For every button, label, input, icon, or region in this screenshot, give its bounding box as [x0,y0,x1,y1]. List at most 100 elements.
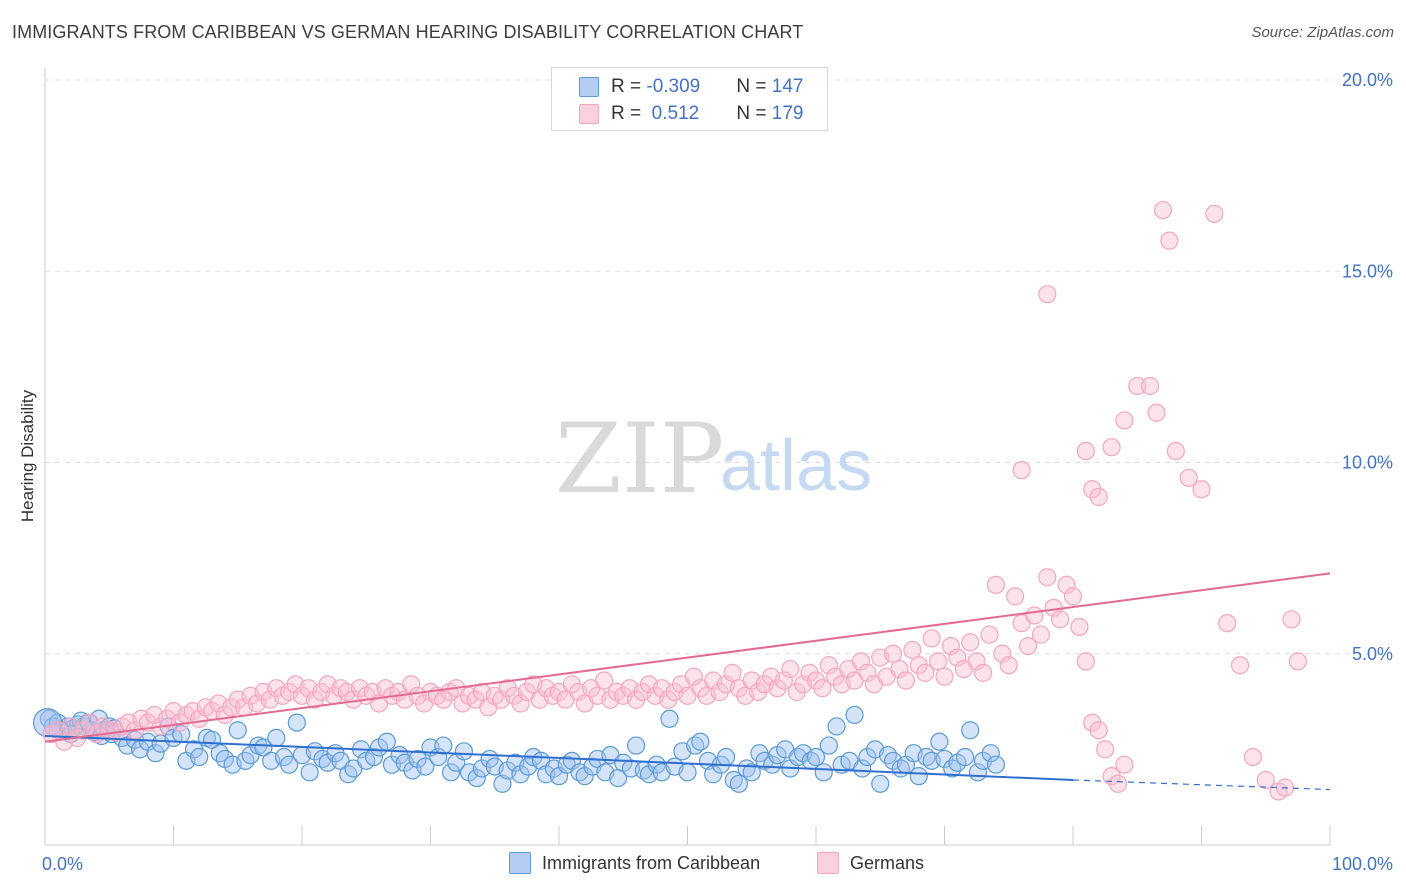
point-0-67 [416,757,435,776]
point-0-55 [339,765,358,784]
point-0-39 [236,751,255,770]
bottom-label-caribbean: Immigrants from Caribbean [542,852,761,873]
point-0-112 [704,765,723,784]
point-1-157 [1051,610,1070,629]
y-tick-label-3: 20.0% [1342,70,1393,90]
point-1-149 [999,656,1018,675]
point-1-152 [1018,636,1038,656]
point-1-134 [903,640,922,660]
point-0-129 [814,763,833,782]
bottom-label-germans: Germans [850,852,925,873]
correlation-legend: R = -0.309 N = 147 R = 0.512 N = 179 [551,67,828,131]
point-1-183 [1205,204,1224,223]
y-tick-label-1: 10.0% [1342,453,1393,473]
point-0-59 [364,747,384,767]
point-0-32 [190,747,209,767]
point-1-186 [1243,747,1263,767]
point-1-115 [781,659,800,679]
point-0-47 [287,713,306,732]
x-tick-label-1: 100.0% [1332,854,1393,874]
y-tick-label-2: 15.0% [1342,261,1393,281]
point-0-151 [955,747,975,767]
point-1-176 [1140,376,1160,396]
point-0-152 [961,721,980,740]
point-1-181 [1179,468,1198,487]
point-1-160 [1070,617,1089,637]
legend-n-value: 179 [771,103,804,124]
point-1-159 [1063,587,1083,606]
point-1-175 [1128,376,1147,396]
point-1-177 [1147,403,1166,422]
point-1-136 [916,663,935,682]
point-0-79 [493,774,512,793]
point-0-25 [146,744,165,763]
point-1-154 [1031,625,1050,644]
point-0-92 [575,767,594,786]
x-tick-label-0: 0.0% [42,854,83,874]
legend-n-label: N = [736,76,772,97]
point-1-86 [594,671,614,690]
bottom-legend-caribbean: Immigrants from Caribbean [509,852,760,874]
point-0-121 [763,755,782,774]
legend-swatch-caribbean [579,77,599,97]
point-1-187 [1256,770,1275,790]
point-0-105 [660,709,679,728]
trend-line-ext-0 [1072,779,1331,791]
chart-title: IMMIGRANTS FROM CARIBBEAN VS GERMAN HEAR… [12,22,804,42]
legend-r-label: R = [611,103,647,124]
point-1-174 [1115,411,1134,430]
point-0-118 [742,763,761,782]
point-1-100 [684,667,704,686]
y-axis-label: Hearing Disability [18,389,37,522]
point-1-127 [858,663,877,682]
point-0-128 [806,747,826,767]
point-0-42 [254,738,273,757]
point-1-185 [1230,656,1250,675]
legend-n-label: N = [736,103,772,124]
point-1-73 [511,694,530,713]
point-1-141 [948,648,967,667]
point-1-150 [1006,587,1025,606]
point-1-140 [941,636,961,656]
point-0-71 [441,763,461,782]
point-0-155 [981,744,1000,763]
point-1-184 [1218,614,1237,633]
point-1-190 [1282,610,1301,629]
point-1-167 [1115,755,1134,774]
legend-row-caribbean: R = -0.309 N = 147 [552,73,803,101]
trend-line-0 [44,734,1074,781]
y-tick-label-0: 5.0% [1352,644,1393,664]
point-1-144 [967,652,986,671]
point-1-131 [883,644,903,663]
point-0-35 [210,744,229,763]
point-0-70 [434,736,453,755]
bottom-legend-germans: Germans [817,852,924,874]
point-0-130 [819,736,838,755]
point-0-38 [228,721,247,740]
point-1-169 [1038,285,1057,304]
point-1-148 [993,644,1012,663]
point-0-61 [377,732,396,751]
point-1-143 [961,633,980,652]
watermark: ZIP atlas [555,403,872,515]
tick-labels: 5.0% 10.0% 15.0% 20.0% 0.0% 100.0% [42,70,1393,874]
point-1-168 [1012,461,1031,480]
point-1-155 [1038,568,1057,587]
point-0-138 [871,774,890,793]
bottom-swatch-caribbean [509,852,531,874]
legend-n-value: 147 [771,76,804,97]
point-1-173 [1102,438,1121,457]
point-1-182 [1192,480,1211,499]
point-0-73 [454,742,474,761]
point-0-114 [716,747,736,767]
point-1-191 [1288,652,1307,671]
point-1-137 [922,629,941,648]
point-1-180 [1166,441,1185,461]
point-0-147 [930,732,949,751]
point-0-75 [467,768,486,788]
watermark-atlas: atlas [720,426,872,506]
legend-swatch-germans [579,104,599,124]
point-0-144 [909,767,928,786]
point-0-156 [986,755,1006,774]
